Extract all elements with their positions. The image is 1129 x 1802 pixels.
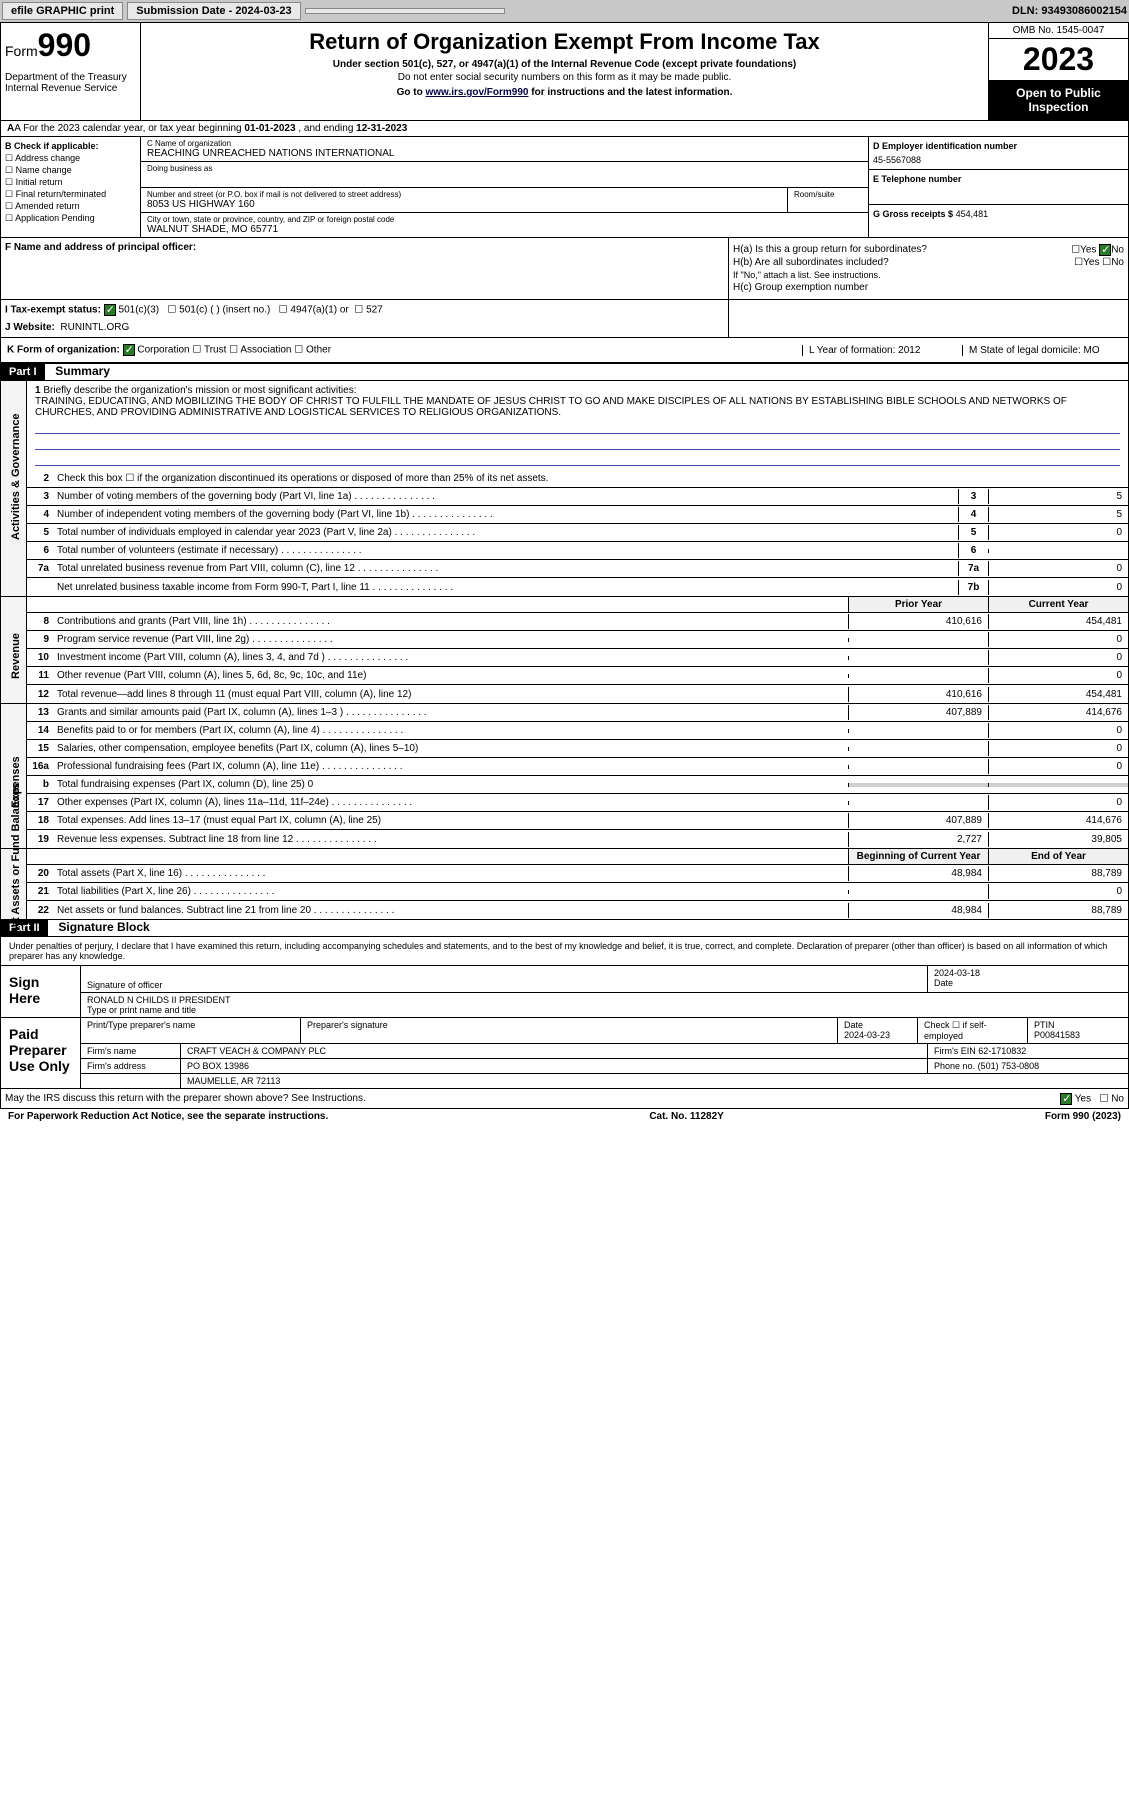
firm-phone: (501) 753-0808 [978,1061,1040,1071]
firm-ein: 62-1710832 [978,1046,1026,1056]
state-domicile: M State of legal domicile: MO [962,345,1122,356]
street-address: 8053 US HIGHWAY 160 [147,199,781,210]
form990-url[interactable]: www.irs.gov/Form990 [425,87,528,98]
open-to-public: Open to Public Inspection [989,80,1128,120]
main-block: B Check if applicable: ☐ Address change … [0,137,1129,238]
firm-name: CRAFT VEACH & COMPANY PLC [181,1044,928,1058]
year-formation: L Year of formation: 2012 [802,345,962,356]
part1-header: Part I [1,364,45,380]
paid-preparer: Paid Preparer Use Only Print/Type prepar… [0,1018,1129,1089]
omb-number: OMB No. 1545-0047 [989,23,1128,39]
form-header: Form990 Department of the Treasury Inter… [0,22,1129,121]
ha-no-checkbox[interactable] [1099,244,1111,256]
topbar: efile GRAPHIC print Submission Date - 20… [0,0,1129,22]
ein: 45-5567088 [873,155,1124,165]
501c3-checkbox[interactable] [104,304,116,316]
form-number: 990 [38,27,91,63]
line3-val: 5 [988,489,1128,504]
line7b-val: 0 [988,580,1128,595]
website: RUNINTL.ORG [60,322,129,333]
org-name: REACHING UNREACHED NATIONS INTERNATIONAL [147,148,862,159]
ptin: P00841583 [1034,1030,1122,1040]
summary-governance: Activities & Governance 1 Briefly descri… [0,381,1129,597]
row-k: K Form of organization: Corporation ☐ Tr… [0,338,1129,363]
l12-prior: 410,616 [848,687,988,702]
corp-checkbox[interactable] [123,344,135,356]
col-b: B Check if applicable: ☐ Address change … [1,137,141,237]
phone [873,188,1124,200]
form-label: Form [5,43,38,59]
efile-label[interactable]: efile GRAPHIC print [2,2,123,20]
row-fgh: F Name and address of principal officer:… [0,238,1129,300]
city-state-zip: WALNUT SHADE, MO 65771 [147,224,862,235]
line5-val: 0 [988,525,1128,540]
submission-date: Submission Date - 2024-03-23 [127,2,300,20]
summary-revenue: Revenue Prior YearCurrent Year 8Contribu… [0,597,1129,704]
form-subtitle: Under section 501(c), 527, or 4947(a)(1)… [147,59,982,70]
tax-year: 2023 [989,39,1128,80]
dln: DLN: 93493086002154 [1012,5,1127,17]
row-ij: I Tax-exempt status: 501(c)(3) ☐ 501(c) … [0,300,1129,338]
blank-btn [305,8,505,14]
sign-here: Sign Here Signature of officer 2024-03-1… [0,966,1129,1018]
dba [147,173,862,185]
perjury-statement: Under penalties of perjury, I declare th… [0,937,1129,966]
dept-label: Department of the Treasury Internal Reve… [5,72,136,94]
form-title: Return of Organization Exempt From Incom… [147,29,982,55]
part2-header: Part II [1,920,48,936]
discuss-yes-checkbox[interactable] [1060,1093,1072,1105]
footer: For Paperwork Reduction Act Notice, see … [0,1109,1129,1124]
line6-val [988,549,1128,553]
l12-curr: 454,481 [988,687,1128,702]
line7a-val: 0 [988,561,1128,576]
mission-text: TRAINING, EDUCATING, AND MOBILIZING THE … [35,396,1067,418]
l8-curr: 454,481 [988,614,1128,629]
gross-receipts: 454,481 [956,209,989,219]
summary-netassets: Net Assets or Fund Balances Beginning of… [0,849,1129,920]
ssn-note: Do not enter social security numbers on … [147,72,982,83]
l8-prior: 410,616 [848,614,988,629]
officer-name: RONALD N CHILDS II PRESIDENT [87,995,1122,1005]
instructions-link: Go to www.irs.gov/Form990 for instructio… [147,87,982,98]
line4-val: 5 [988,507,1128,522]
summary-expenses: Expenses 13Grants and similar amounts pa… [0,704,1129,849]
row-a: AA For the 2023 calendar year, or tax ye… [0,121,1129,137]
